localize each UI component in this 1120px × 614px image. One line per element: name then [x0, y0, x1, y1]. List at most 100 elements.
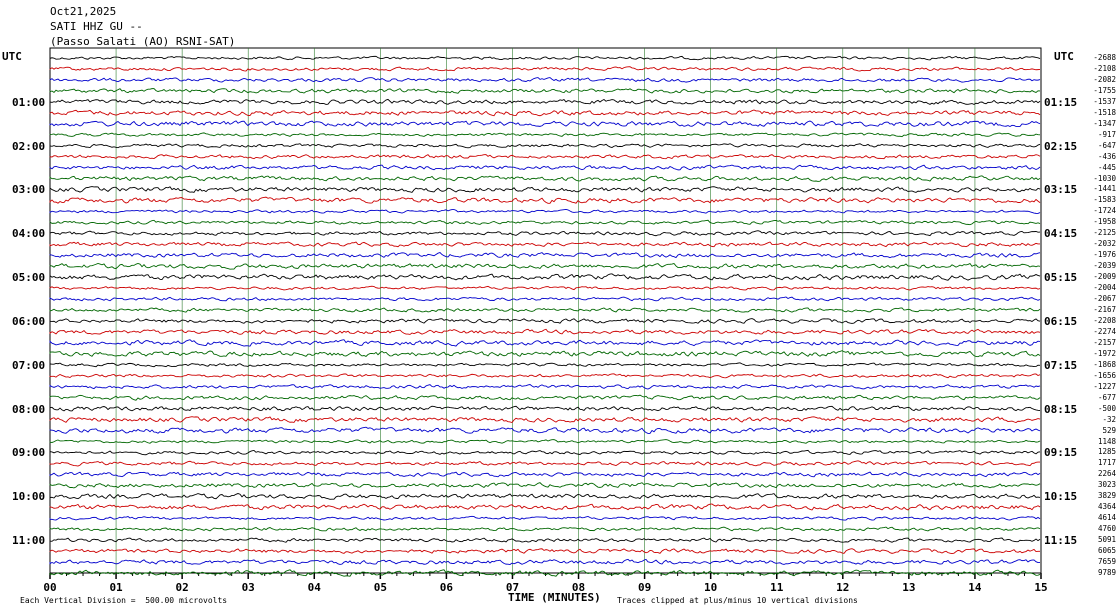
trace-offset-value: 1717 — [1097, 458, 1116, 468]
x-tick-label: 06 — [439, 581, 454, 594]
seismic-trace — [49, 55, 1041, 61]
trace-offset-value: -436 — [1097, 151, 1116, 161]
trace-offset-value: -2032 — [1093, 239, 1116, 249]
seismic-trace — [49, 493, 1041, 500]
trace-offset-value: -647 — [1097, 140, 1116, 150]
hour-label-left: 06:00 — [12, 314, 46, 328]
trace-offset-value: -445 — [1097, 162, 1116, 172]
x-tick-label: 15 — [1034, 581, 1048, 594]
hour-label-right: 01:15 — [1044, 95, 1078, 109]
seismic-trace — [49, 109, 1041, 117]
seismic-trace — [49, 318, 1041, 324]
hour-label-right: 09:15 — [1044, 446, 1078, 460]
seismic-trace — [49, 526, 1041, 532]
trace-offset-value: 3023 — [1097, 480, 1116, 490]
trace-offset-value: -2157 — [1093, 337, 1116, 347]
trace-offset-value: -2274 — [1093, 326, 1116, 336]
trace-offset-value: -1441 — [1093, 184, 1116, 194]
seismic-trace — [49, 569, 1041, 577]
seismic-trace — [49, 66, 1041, 72]
x-tick-label: 04 — [307, 581, 321, 594]
x-tick-label: 10 — [704, 581, 718, 594]
trace-offset-value: 1148 — [1097, 436, 1116, 446]
hour-label-left: 04:00 — [12, 227, 46, 241]
hour-label-right: 05:15 — [1044, 271, 1078, 285]
left-axis-label: UTC — [2, 50, 22, 63]
seismic-trace — [49, 196, 1041, 204]
hour-label-left: 07:00 — [12, 358, 46, 372]
hour-label-left: 11:00 — [12, 534, 46, 548]
seismic-trace — [49, 186, 1041, 193]
x-tick-label: 11 — [770, 581, 784, 594]
seismic-trace — [49, 88, 1041, 94]
trace-offset-value: 6065 — [1097, 546, 1116, 556]
seismic-trace — [49, 296, 1041, 302]
trace-offset-value: 4364 — [1097, 502, 1116, 512]
x-tick-label: 14 — [968, 581, 982, 594]
seismic-trace — [49, 285, 1041, 291]
trace-offset-value: -1972 — [1093, 348, 1116, 358]
trace-offset-value: -917 — [1097, 129, 1116, 139]
seismic-trace — [49, 262, 1041, 270]
trace-offset-value: -2082 — [1093, 74, 1116, 84]
right-axis-label: UTC — [1054, 50, 1074, 63]
x-tick-label: 01 — [109, 581, 123, 594]
seismic-trace — [49, 230, 1041, 237]
seismic-trace — [49, 548, 1041, 555]
trace-offset-value: -2108 — [1093, 63, 1116, 73]
hour-label-right: 03:15 — [1044, 183, 1078, 197]
trace-offset-value: -1656 — [1093, 370, 1116, 380]
trace-offset-value: -1518 — [1093, 107, 1116, 117]
hour-label-right: 08:15 — [1044, 402, 1078, 416]
x-tick-label: 00 — [43, 581, 57, 594]
seismic-trace — [49, 164, 1041, 171]
trace-offset-value: 4760 — [1097, 524, 1116, 534]
seismic-trace — [49, 362, 1041, 368]
seismic-trace — [49, 405, 1041, 412]
station-location: (Passo Salati (AO) RSNI-SAT) — [50, 35, 236, 48]
trace-offset-value: -2009 — [1093, 272, 1116, 282]
seismic-trace — [49, 426, 1041, 434]
seismic-trace — [49, 471, 1041, 478]
station-code: SATI HHZ GU -- — [50, 20, 143, 33]
trace-offset-value: -1583 — [1093, 195, 1116, 205]
seismic-trace — [49, 98, 1041, 105]
hour-label-left: 05:00 — [12, 271, 46, 285]
seismic-trace — [49, 558, 1041, 566]
hour-label-left: 10:00 — [12, 490, 46, 504]
trace-offset-value: -1958 — [1093, 217, 1116, 227]
x-tick-label: 02 — [175, 581, 189, 594]
trace-offset-value: 3829 — [1097, 491, 1116, 501]
trace-offset-value: -2208 — [1093, 315, 1116, 325]
x-tick-label: 05 — [373, 581, 387, 594]
seismic-trace — [49, 175, 1041, 182]
x-tick-label: 03 — [241, 581, 255, 594]
trace-offset-value: -2167 — [1093, 305, 1116, 315]
hour-label-left: 09:00 — [12, 446, 46, 460]
seismic-trace — [49, 241, 1041, 248]
trace-offset-value: -500 — [1097, 403, 1116, 413]
seismic-trace — [49, 143, 1041, 149]
hour-label-right: 06:15 — [1044, 314, 1078, 328]
hour-label-left: 08:00 — [12, 402, 46, 416]
seismic-trace — [49, 339, 1041, 347]
seismic-trace — [49, 307, 1041, 313]
seismic-trace — [49, 394, 1041, 401]
seismic-trace — [49, 328, 1041, 335]
trace-offset-value: 4614 — [1097, 513, 1116, 523]
trace-offset-value: -32 — [1102, 414, 1116, 424]
trace-offset-value: -1976 — [1093, 250, 1116, 260]
x-tick-label: 07 — [505, 581, 520, 594]
trace-offset-value: -1537 — [1093, 96, 1116, 106]
trace-offset-value: 9789 — [1097, 568, 1116, 577]
clip-note: Traces clipped at plus/minus 10 vertical… — [617, 596, 858, 605]
seismic-trace — [49, 460, 1041, 467]
hour-label-left: 02:00 — [12, 139, 46, 153]
trace-offset-value: 7659 — [1097, 557, 1116, 567]
seismic-trace — [49, 373, 1041, 379]
seismic-trace — [49, 132, 1041, 138]
trace-offset-value: 2264 — [1097, 469, 1116, 479]
trace-offset-value: -2067 — [1093, 294, 1116, 304]
seismic-trace — [49, 537, 1041, 543]
seismic-trace — [49, 120, 1041, 128]
